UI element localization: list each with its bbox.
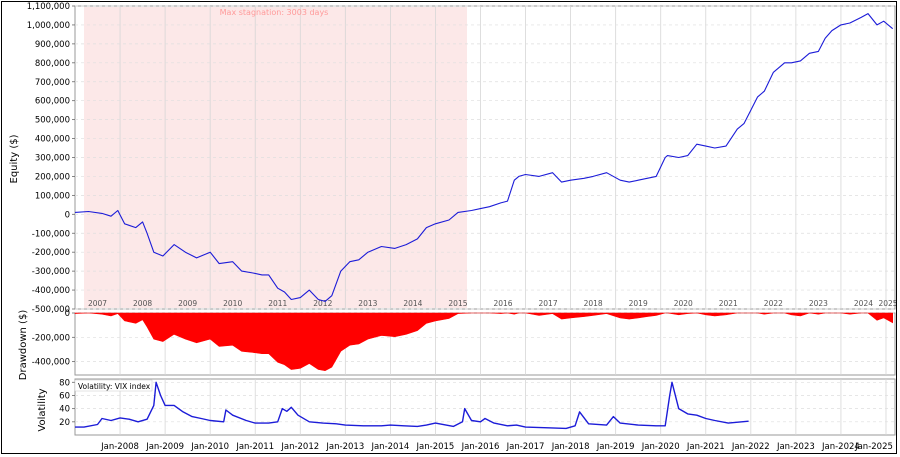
y-tick-label: 900,000 xyxy=(35,40,70,50)
y-tick-label: 40 xyxy=(59,405,70,415)
x-tick-label: Jan-2019 xyxy=(596,442,635,452)
year-label: 2007 xyxy=(88,299,107,308)
volatility-legend-box xyxy=(74,379,153,392)
equity-y-axis-label: Equity ($) xyxy=(9,134,20,183)
volatility-panel: 80 60 40 20 Volatility: VIX index Volatilit… xyxy=(37,378,896,452)
x-tick-label: Jan-2016 xyxy=(461,442,500,452)
y-tick-label: 700,000 xyxy=(35,78,70,88)
year-label: 2008 xyxy=(133,299,152,308)
y-tick-label: -400,000 xyxy=(32,358,70,368)
year-label: 2023 xyxy=(809,299,828,308)
x-tick-label: Jan-2013 xyxy=(325,442,364,452)
y-tick-label: -200,000 xyxy=(32,248,70,258)
y-tick-label: 1,000,000 xyxy=(27,21,70,31)
x-tick-label: Jan-2011 xyxy=(235,442,274,452)
year-label: 2025 xyxy=(878,299,896,308)
y-tick-label: 1,100,000 xyxy=(27,2,70,12)
y-tick-label: -300,000 xyxy=(32,267,70,277)
y-tick-label: 20 xyxy=(59,418,70,428)
drawdown-panel: 0 -200,000 -400,000 Drawdown ($) xyxy=(18,309,896,381)
y-tick-label: 600,000 xyxy=(35,97,70,107)
y-tick-label: 0 xyxy=(65,210,70,220)
year-label: 2016 xyxy=(493,299,512,308)
x-tick-label: Jan-2024 xyxy=(821,442,860,452)
x-tick-label: Jan-2008 xyxy=(100,442,139,452)
volatility-y-axis-label: Volatility xyxy=(37,388,48,431)
x-tick-label: Jan-2022 xyxy=(731,442,770,452)
year-label: 2017 xyxy=(539,299,558,308)
max-stagnation-annotation: Max stagnation: 3003 days xyxy=(220,8,329,17)
y-tick-label: 500,000 xyxy=(35,116,70,126)
year-label: 2013 xyxy=(358,299,377,308)
x-tick-label: Jan-2020 xyxy=(641,442,680,452)
y-tick-label: -200,000 xyxy=(32,333,70,343)
volatility-legend: Volatility: VIX index xyxy=(78,382,151,391)
y-tick-label: 400,000 xyxy=(35,135,70,145)
x-tick-label: Jan-2012 xyxy=(280,442,319,452)
x-tick-label: Jan-2015 xyxy=(416,442,455,452)
year-label: 2022 xyxy=(764,299,783,308)
x-tick-label: Jan-2023 xyxy=(776,442,815,452)
y-tick-label: -400,000 xyxy=(32,286,70,296)
year-label: 2024 xyxy=(854,299,873,308)
y-tick-label: 0 xyxy=(65,309,70,319)
x-tick-label: Jan-2018 xyxy=(551,442,590,452)
x-tick-label: Jan-2010 xyxy=(190,442,229,452)
x-tick-label: Jan-2021 xyxy=(686,442,725,452)
volatility-plot-area xyxy=(74,378,896,436)
y-tick-label: -100,000 xyxy=(32,229,70,239)
y-tick-label: -500,000 xyxy=(32,305,70,315)
equity-line xyxy=(74,13,894,302)
x-tick-label: Jan-2014 xyxy=(370,442,409,452)
y-tick-label: 200,000 xyxy=(35,172,70,182)
y-tick-label: 80 xyxy=(59,378,70,388)
year-label: 2020 xyxy=(674,299,693,308)
year-label: 2021 xyxy=(719,299,738,308)
drawdown-y-axis-label: Drawdown ($) xyxy=(18,310,29,381)
y-tick-label: 800,000 xyxy=(35,59,70,69)
x-tick-label: Jan-2025 xyxy=(854,442,893,452)
year-label: 2012 xyxy=(313,299,332,308)
x-tick-label: Jan-2017 xyxy=(506,442,545,452)
year-label: 2019 xyxy=(629,299,648,308)
drawdown-area xyxy=(74,312,894,372)
equity-panel: 1,100,000 1,000,000 900,000 800,000 700,000 6… xyxy=(9,2,898,315)
year-label: 2010 xyxy=(223,299,242,308)
year-label: 2014 xyxy=(403,299,422,308)
year-label: 2009 xyxy=(178,299,197,308)
y-tick-label: 60 xyxy=(59,391,70,401)
vix-line xyxy=(75,381,749,430)
y-tick-label: 100,000 xyxy=(35,191,70,201)
year-label: 2015 xyxy=(448,299,467,308)
year-label: 2018 xyxy=(584,299,603,308)
year-label: 2011 xyxy=(268,299,287,308)
x-tick-label: Jan-2009 xyxy=(145,442,184,452)
y-tick-label: 300,000 xyxy=(35,154,70,164)
